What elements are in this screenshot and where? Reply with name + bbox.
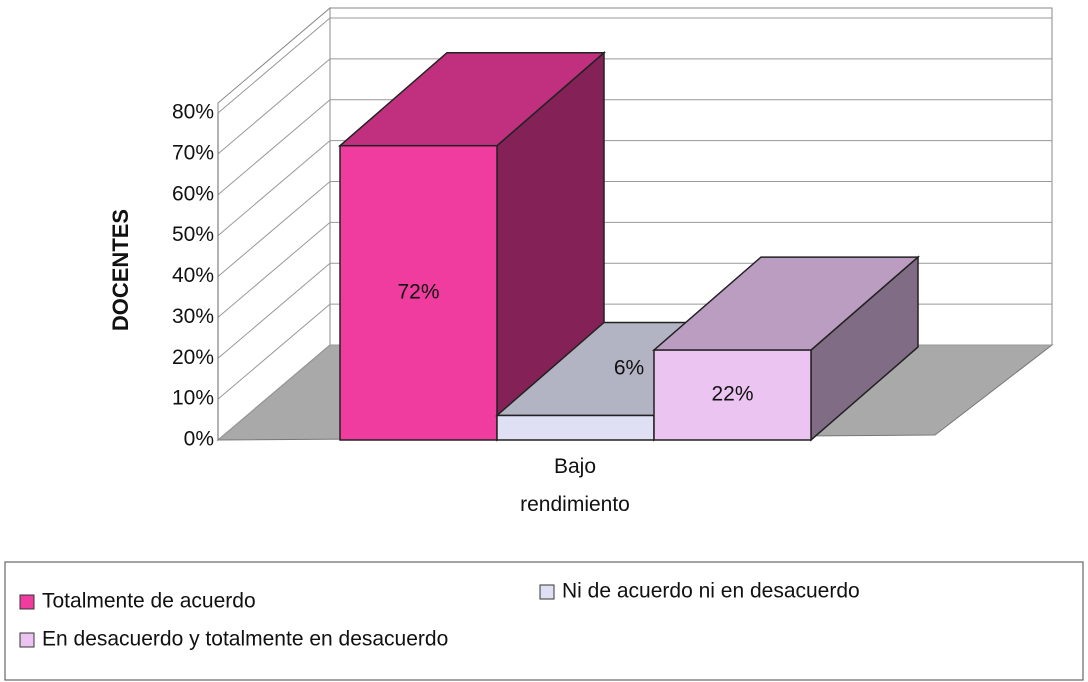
legend-label: Totalmente de acuerdo [42,590,256,613]
legend-box [4,561,1084,681]
y-tick-label: 40% [172,264,214,287]
grid-line [217,140,1052,237]
bar [496,414,655,441]
y-tick-label: 70% [172,141,214,164]
y-tick-label: 80% [172,101,214,124]
grid-line [217,181,1052,277]
legend-label: En desacuerdo y totalmente en desacuerdo [42,628,448,651]
data-label: 6% [614,357,644,380]
y-tick-label: 0% [184,428,214,451]
legend-swatch [19,594,35,610]
y-tick-label: 20% [172,346,214,369]
data-label: 72% [397,280,439,303]
y-tick-label: 60% [172,182,214,205]
x-tick-label-box: Bajo rendimiento [520,455,630,516]
grid-line [217,221,1052,318]
y-axis-label: DOCENTES [108,209,133,331]
legend-swatch [19,632,35,648]
bar [339,144,498,441]
y-tick-label: 30% [172,305,214,328]
legend-label: Ni de acuerdo ni en desacuerdo [562,580,860,603]
grid-line [217,99,1052,196]
y-tick-label: 50% [172,223,214,246]
data-label: 22% [711,383,753,406]
legend-swatch [539,584,555,600]
grid-line [217,58,1052,155]
x-tick-label: Bajo rendimiento [520,455,630,516]
grid-line [217,17,1052,114]
y-tick-label: 10% [172,387,214,410]
bar [653,349,812,441]
